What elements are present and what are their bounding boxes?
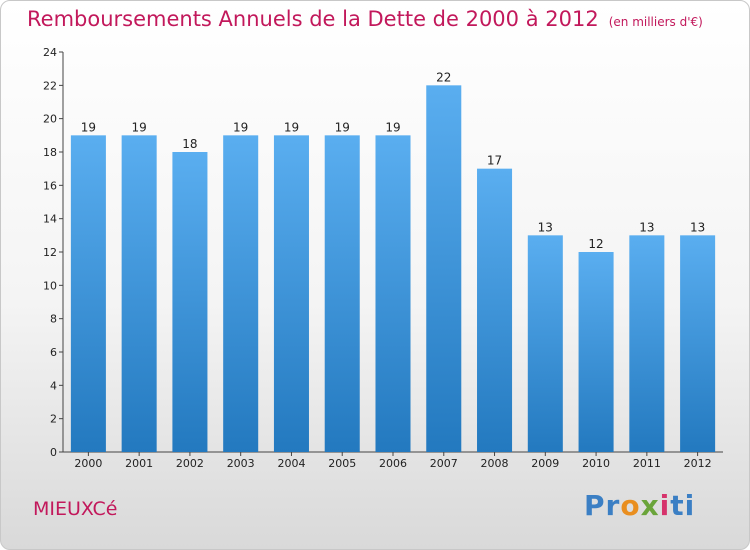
bar: [426, 85, 462, 452]
bar: [477, 168, 513, 452]
y-tick-label: 4: [50, 379, 57, 392]
x-tick-label: 2005: [328, 457, 356, 470]
data-label: 17: [487, 154, 502, 168]
y-tick-label: 2: [50, 413, 57, 426]
x-tick-label: 2007: [430, 457, 458, 470]
bar: [375, 135, 411, 453]
proxiti-logo: Proxiti: [584, 489, 696, 522]
data-label: 19: [335, 120, 350, 134]
bar: [273, 135, 309, 453]
data-label: 13: [538, 220, 553, 234]
y-tick-label: 12: [43, 246, 57, 259]
y-tick-label: 18: [43, 146, 57, 159]
y-tick-label: 10: [43, 279, 57, 292]
x-tick-label: 2004: [277, 457, 305, 470]
y-tick-label: 6: [50, 346, 57, 359]
chart-subtitle: (en milliers d'€): [608, 15, 703, 29]
data-label: 19: [284, 120, 299, 134]
data-label: 19: [385, 120, 400, 134]
x-tick-label: 2008: [481, 457, 509, 470]
commune-name: MIEUXCé: [33, 498, 118, 520]
bar: [121, 135, 157, 453]
x-tick-label: 2012: [684, 457, 712, 470]
bar: [223, 135, 259, 453]
chart-title-block: Remboursements Annuels de la Dette de 20…: [27, 7, 703, 31]
chart-title: Remboursements Annuels de la Dette de 20…: [27, 7, 599, 31]
bar: [324, 135, 360, 453]
y-tick-label: 22: [43, 79, 57, 92]
y-tick-label: 24: [43, 46, 57, 59]
bar: [172, 152, 208, 452]
y-tick-label: 16: [43, 179, 57, 192]
bar: [629, 235, 665, 452]
y-tick-label: 0: [50, 446, 57, 459]
data-label: 19: [81, 120, 96, 134]
x-tick-label: 2000: [74, 457, 102, 470]
x-tick-label: 2006: [379, 457, 407, 470]
x-tick-label: 2010: [582, 457, 610, 470]
data-label: 19: [233, 120, 248, 134]
bar: [578, 252, 614, 452]
data-label: 22: [436, 70, 451, 84]
data-label: 13: [690, 220, 705, 234]
data-label: 19: [132, 120, 147, 134]
bar: [680, 235, 716, 452]
y-tick-label: 14: [43, 213, 57, 226]
data-label: 13: [639, 220, 654, 234]
y-tick-label: 8: [50, 313, 57, 326]
y-tick-label: 20: [43, 113, 57, 126]
x-tick-label: 2001: [125, 457, 153, 470]
bar: [527, 235, 563, 452]
x-tick-label: 2009: [531, 457, 559, 470]
data-label: 18: [182, 137, 197, 151]
x-tick-label: 2002: [176, 457, 204, 470]
x-tick-label: 2011: [633, 457, 661, 470]
bar: [70, 135, 106, 453]
data-label: 12: [588, 237, 603, 251]
x-tick-label: 2003: [227, 457, 255, 470]
